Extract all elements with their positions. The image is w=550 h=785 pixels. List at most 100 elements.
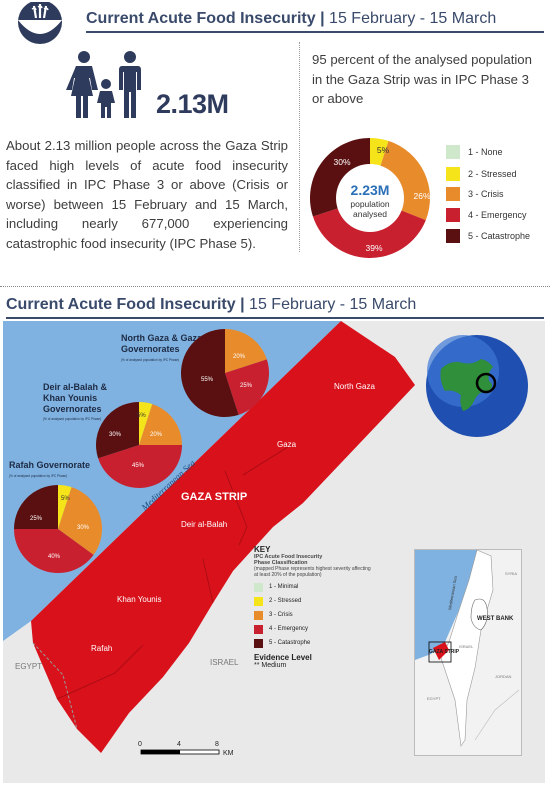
key-label: 2 - Stressed bbox=[269, 598, 302, 604]
inset-label-west-bank: WEST BANK bbox=[477, 616, 514, 622]
evidence-row: ** Medium bbox=[254, 662, 374, 669]
legend-label: 5 - Catastrophe bbox=[468, 231, 531, 241]
key-row-crisis: 3 - Crisis bbox=[254, 608, 374, 622]
pie-deir-khan bbox=[95, 402, 182, 489]
area-label-rafah: Rafah bbox=[91, 644, 112, 653]
donut-center-line2: analysed bbox=[353, 209, 387, 219]
legend-swatch bbox=[446, 229, 460, 243]
globe-icon bbox=[426, 335, 528, 437]
key-sub2: Phase Classification bbox=[254, 560, 308, 566]
section-divider bbox=[0, 286, 550, 287]
pie2-note: (% of analysed population by IPC Phase) bbox=[43, 417, 101, 421]
pie2-label-45: 45% bbox=[132, 463, 145, 469]
legend-item-emergency: 4 - Emergency bbox=[446, 208, 527, 222]
pie3-seg-crisis bbox=[58, 487, 103, 555]
pie2-seg-crisis bbox=[139, 404, 182, 445]
pie1-title-line1: North Gaza & Gaza bbox=[121, 333, 203, 343]
pie2-title-line2: Khan Younis bbox=[43, 393, 97, 403]
scale-unit: KM bbox=[223, 750, 234, 757]
area-label-gaza: Gaza bbox=[277, 440, 297, 449]
pie3-label-30: 30% bbox=[77, 525, 90, 531]
legend-swatch bbox=[446, 145, 460, 159]
column-divider bbox=[299, 42, 300, 252]
evidence-heading: Evidence Level bbox=[254, 653, 312, 662]
pie3-title: Rafah Governorate bbox=[9, 460, 90, 470]
pie2-label-30: 30% bbox=[109, 432, 122, 438]
inset-label-syria: SYRIA bbox=[505, 571, 517, 576]
donut-label-stressed: 5% bbox=[377, 145, 390, 155]
map-title-separator: | bbox=[240, 296, 245, 313]
map-title-dates: 15 February - 15 March bbox=[249, 296, 417, 313]
pie1-label-55: 55% bbox=[201, 377, 214, 383]
donut-label-catastrophe: 30% bbox=[333, 157, 350, 167]
legend-label: 3 - Crisis bbox=[468, 189, 504, 199]
key-sub1: IPC Acute Food Insecurity bbox=[254, 554, 323, 560]
pie1-seg-emergency bbox=[225, 359, 269, 415]
country-label-israel: ISRAEL bbox=[210, 658, 239, 667]
governorate-borders bbox=[56, 444, 292, 700]
inset-canvas: WEST BANK GAZA STRIP SYRIA ISRAEL JORDAN… bbox=[415, 549, 521, 755]
summary-paragraph: About 2.13 million people across the Gaz… bbox=[6, 138, 288, 251]
key-heading: KEY bbox=[254, 545, 271, 554]
legend-label: 4 - Emergency bbox=[468, 210, 527, 220]
area-label-north-gaza: North Gaza bbox=[334, 382, 375, 391]
legend-swatch bbox=[446, 208, 460, 222]
food-bowl-icon bbox=[18, 2, 62, 44]
donut-center-value: 2.23M bbox=[351, 182, 390, 198]
inset-label-jordan: JORDAN bbox=[495, 674, 512, 679]
area-label-deir-al-balah: Deir al-Balah bbox=[181, 520, 227, 529]
pie1-label-25: 25% bbox=[240, 383, 253, 389]
donut-label-emergency: 39% bbox=[365, 243, 382, 253]
key-label: 4 - Emergency bbox=[269, 626, 309, 632]
evidence-marks: ** bbox=[254, 662, 260, 669]
inset-frame bbox=[428, 641, 452, 663]
inset-map: WEST BANK GAZA STRIP SYRIA ISRAEL JORDAN… bbox=[414, 549, 522, 756]
gaza-strip-area bbox=[31, 321, 415, 753]
legend-swatch bbox=[446, 187, 460, 201]
key-swatch bbox=[254, 582, 263, 592]
inset-west-bank bbox=[470, 598, 488, 631]
donut-center-line1: population bbox=[350, 199, 390, 209]
pie-rafah bbox=[14, 485, 103, 573]
key-swatch bbox=[254, 596, 263, 606]
pie1-title-line2: Governorates bbox=[121, 344, 180, 354]
key-swatch bbox=[254, 610, 263, 620]
map-section-title: Current Acute Food Insecurity | 15 Febru… bbox=[6, 296, 416, 314]
pie2-seg-catastrophe bbox=[95, 402, 139, 459]
pie2-label-5: 5% bbox=[137, 413, 146, 419]
pie2-seg-stressed bbox=[139, 402, 153, 445]
scale-bar: 0 4 8 KM bbox=[138, 741, 234, 757]
legend-label: 1 - None bbox=[468, 147, 503, 157]
family-icon bbox=[66, 51, 141, 118]
page-title-text: Current Acute Food Insecurity bbox=[86, 10, 316, 27]
title-dates: 15 February - 15 March bbox=[329, 10, 497, 27]
pie2-label-20: 20% bbox=[150, 432, 163, 438]
legend-item-none: 1 - None bbox=[446, 145, 503, 159]
inset-label-gaza: GAZA STRIP bbox=[429, 649, 460, 655]
inset-label-sea: Mediterranean Sea bbox=[447, 575, 458, 610]
country-label-egypt: EGYPT bbox=[15, 662, 42, 671]
map-title-underline bbox=[6, 317, 544, 319]
pie3-seg-emergency bbox=[14, 529, 94, 573]
area-label-khan-younis: Khan Younis bbox=[117, 595, 162, 604]
inset-gaza bbox=[433, 642, 449, 660]
pie-north-gaza-gaza bbox=[181, 329, 269, 417]
scale-tick-4: 4 bbox=[177, 741, 181, 748]
key-label: 3 - Crisis bbox=[269, 612, 293, 618]
title-underline bbox=[86, 31, 544, 33]
pie3-label-25: 25% bbox=[30, 516, 43, 522]
pie2-title-line1: Deir al-Balah & bbox=[43, 382, 108, 392]
key-swatch bbox=[254, 624, 263, 634]
inset-label-israel: ISRAEL bbox=[459, 644, 474, 649]
map-title-text: Current Acute Food Insecurity bbox=[6, 296, 236, 313]
pie3-label-5: 5% bbox=[61, 496, 70, 502]
strip-label: GAZA STRIP bbox=[181, 491, 247, 503]
map-key: KEY IPC Acute Food Insecurity Phase Clas… bbox=[254, 545, 374, 669]
key-row-emergency: 4 - Emergency bbox=[254, 622, 374, 636]
inset-label-egypt: EGYPT bbox=[427, 696, 441, 701]
pie3-note: (% of analysed population by IPC Phase) bbox=[9, 474, 67, 478]
pie2-seg-emergency bbox=[98, 445, 182, 489]
inset-sea bbox=[415, 550, 477, 660]
title-separator: | bbox=[320, 10, 325, 27]
key-label: 5 - Catastrophe bbox=[269, 640, 311, 646]
